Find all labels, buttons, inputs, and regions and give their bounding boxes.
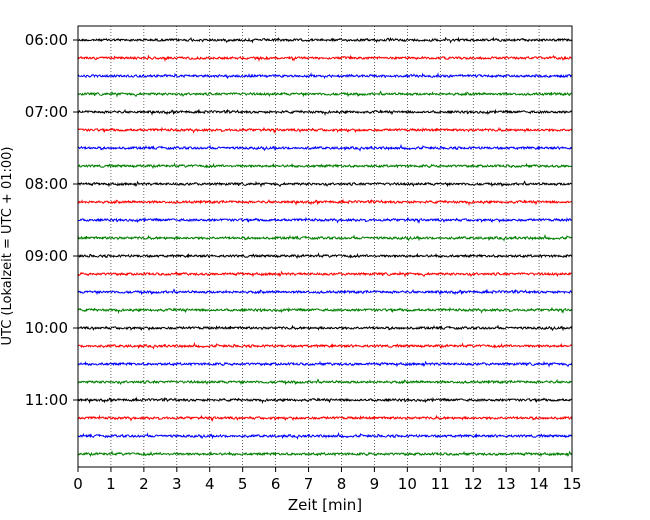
seismic-traces: [77, 36, 573, 458]
trace-17: [77, 324, 573, 332]
x-tick-label-14: 14: [530, 475, 549, 493]
x-tick-label-8: 8: [337, 475, 347, 493]
x-tick-label-7: 7: [304, 475, 314, 493]
trace-2: [77, 54, 573, 63]
x-tick-label-4: 4: [205, 475, 215, 493]
trace-19: [77, 360, 573, 368]
y-axis-label: UTC (Lokalzeit = UTC + 01:00): [0, 147, 15, 346]
y-tick-label-06:00: 06:00: [25, 31, 68, 49]
plot-frame: [77, 25, 573, 468]
x-tick-label-1: 1: [106, 475, 116, 493]
trace-8: [77, 162, 573, 170]
trace-6: [77, 126, 573, 135]
x-tick-label-5: 5: [238, 475, 248, 493]
trace-12: [77, 233, 573, 242]
trace-1: [77, 36, 573, 44]
y-tick-label-11:00: 11:00: [25, 391, 68, 409]
trace-22: [77, 414, 573, 423]
trace-3: [77, 72, 573, 80]
x-axis-label: Zeit [min]: [288, 496, 362, 514]
trace-18: [77, 341, 573, 350]
x-tick-label-2: 2: [139, 475, 149, 493]
x-tick-label-0: 0: [73, 475, 83, 493]
x-tick-label-3: 3: [172, 475, 182, 493]
trace-15: [77, 288, 573, 296]
trace-10: [77, 198, 573, 207]
x-axis-ticks: 0 1 2 3 4 5 6 7 8 9 10 11 12 13 14 15: [73, 467, 582, 493]
trace-21: [77, 396, 573, 405]
x-tick-label-9: 9: [370, 475, 380, 493]
trace-14: [77, 270, 573, 278]
trace-9: [77, 180, 573, 188]
y-axis-ticks: 06:00 07:00 08:00 09:00 10:00 11:00: [25, 31, 78, 409]
trace-7: [77, 143, 573, 152]
trace-4: [77, 90, 573, 98]
trace-13: [77, 252, 573, 260]
y-tick-label-07:00: 07:00: [25, 103, 68, 121]
x-tick-label-12: 12: [464, 475, 483, 493]
y-tick-label-10:00: 10:00: [25, 319, 68, 337]
trace-16: [77, 306, 573, 315]
trace-24: [77, 450, 573, 458]
x-tick-label-11: 11: [431, 475, 450, 493]
x-tick-label-15: 15: [562, 475, 581, 493]
y-tick-label-08:00: 08:00: [25, 175, 68, 193]
y-tick-label-09:00: 09:00: [25, 247, 68, 265]
trace-5: [77, 108, 573, 117]
trace-11: [77, 216, 573, 225]
x-tick-label-13: 13: [497, 475, 516, 493]
trace-20: [77, 378, 573, 386]
x-tick-label-6: 6: [271, 475, 281, 493]
trace-23: [77, 431, 573, 440]
x-tick-label-10: 10: [398, 475, 417, 493]
